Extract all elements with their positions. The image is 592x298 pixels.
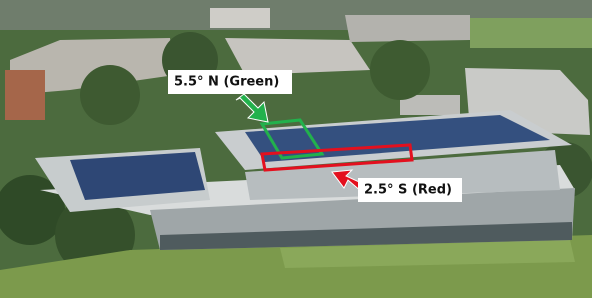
page: 5.5° N (Green) 2.5° S (Red) (() => { con… (0, 0, 592, 298)
building (210, 8, 270, 28)
red-label: 2.5° S (Red) (364, 183, 452, 198)
tree (80, 65, 140, 125)
building (345, 15, 470, 42)
building (225, 38, 370, 75)
building (5, 70, 45, 120)
aerial-photo: 5.5° N (Green) 2.5° S (Red) (0, 0, 592, 298)
green-label: 5.5° N (Green) (174, 75, 279, 90)
sports-field (470, 18, 592, 48)
tree (370, 40, 430, 100)
